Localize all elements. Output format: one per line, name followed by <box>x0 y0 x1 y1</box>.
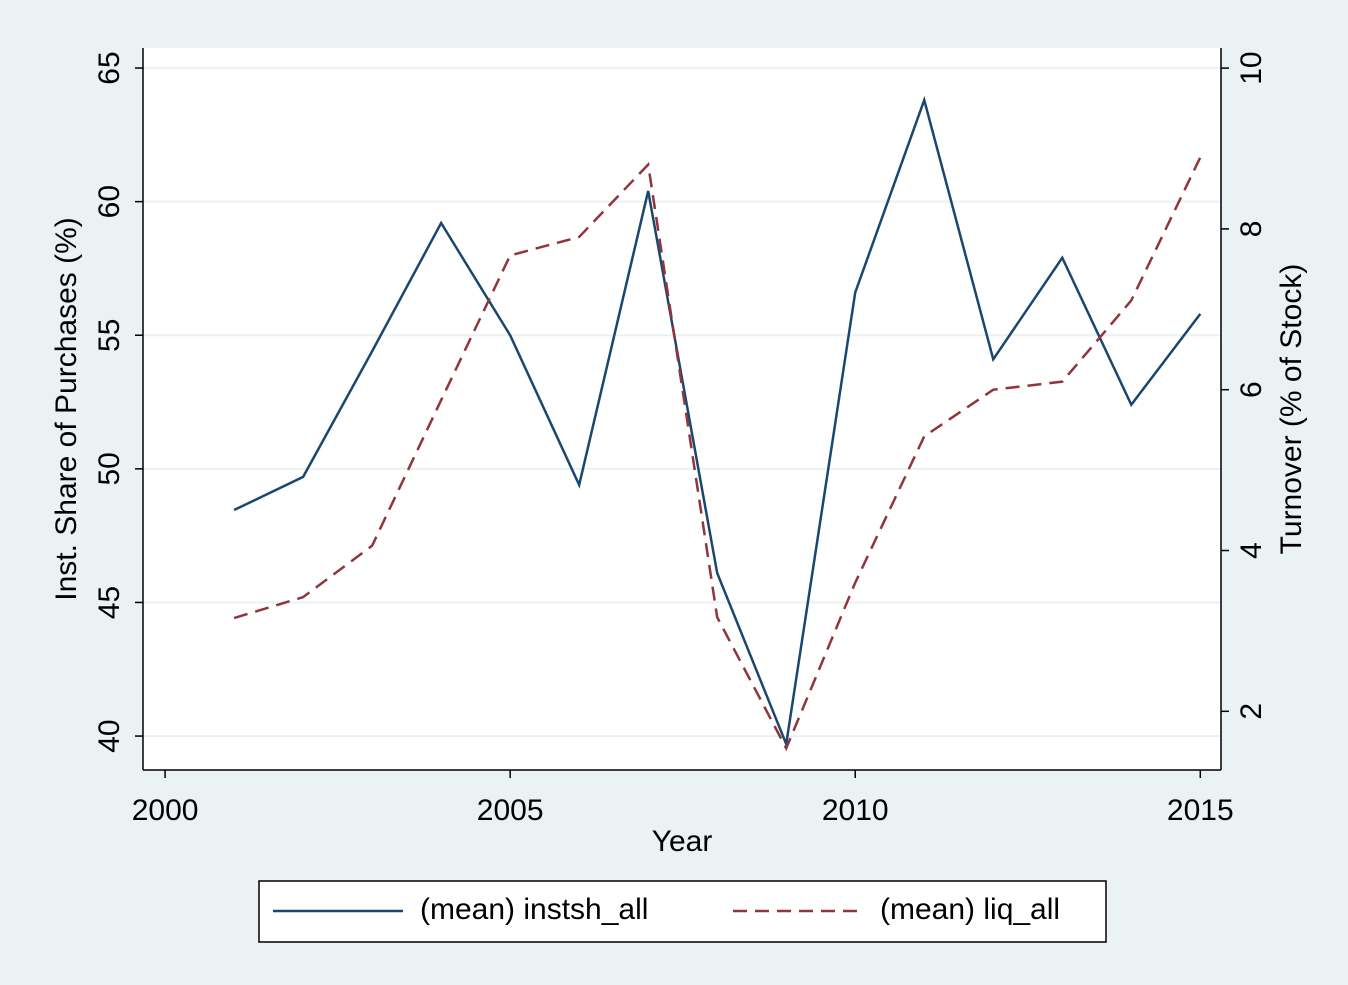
y-tick-label: 60 <box>93 185 126 218</box>
y-tick-label: 45 <box>93 586 126 619</box>
y2-axis-title: Turnover (% of Stock) <box>1275 264 1308 555</box>
legend-label: (mean) liq_all <box>880 893 1060 926</box>
y2-tick-label: 10 <box>1235 51 1268 84</box>
x-axis-title: Year <box>652 825 713 858</box>
x-tick-label: 2000 <box>132 794 199 827</box>
legend-label: (mean) instsh_all <box>420 893 648 926</box>
y-tick-label: 55 <box>93 319 126 352</box>
y-tick-label: 50 <box>93 452 126 485</box>
x-tick-label: 2010 <box>822 794 889 827</box>
x-tick-label: 2015 <box>1167 794 1234 827</box>
y2-tick-label: 6 <box>1235 381 1268 398</box>
x-tick-label: 2005 <box>477 794 544 827</box>
series-line <box>233 95 1202 749</box>
y-axis-title: Inst. Share of Purchases (%) <box>50 217 83 601</box>
y-tick-label: 40 <box>93 719 126 752</box>
series-line <box>233 156 1202 752</box>
y2-tick-label: 8 <box>1235 221 1268 238</box>
y-tick-label: 65 <box>93 51 126 84</box>
plot-area <box>143 48 1221 770</box>
y2-tick-label: 2 <box>1235 703 1268 720</box>
y2-tick-label: 4 <box>1235 542 1268 559</box>
